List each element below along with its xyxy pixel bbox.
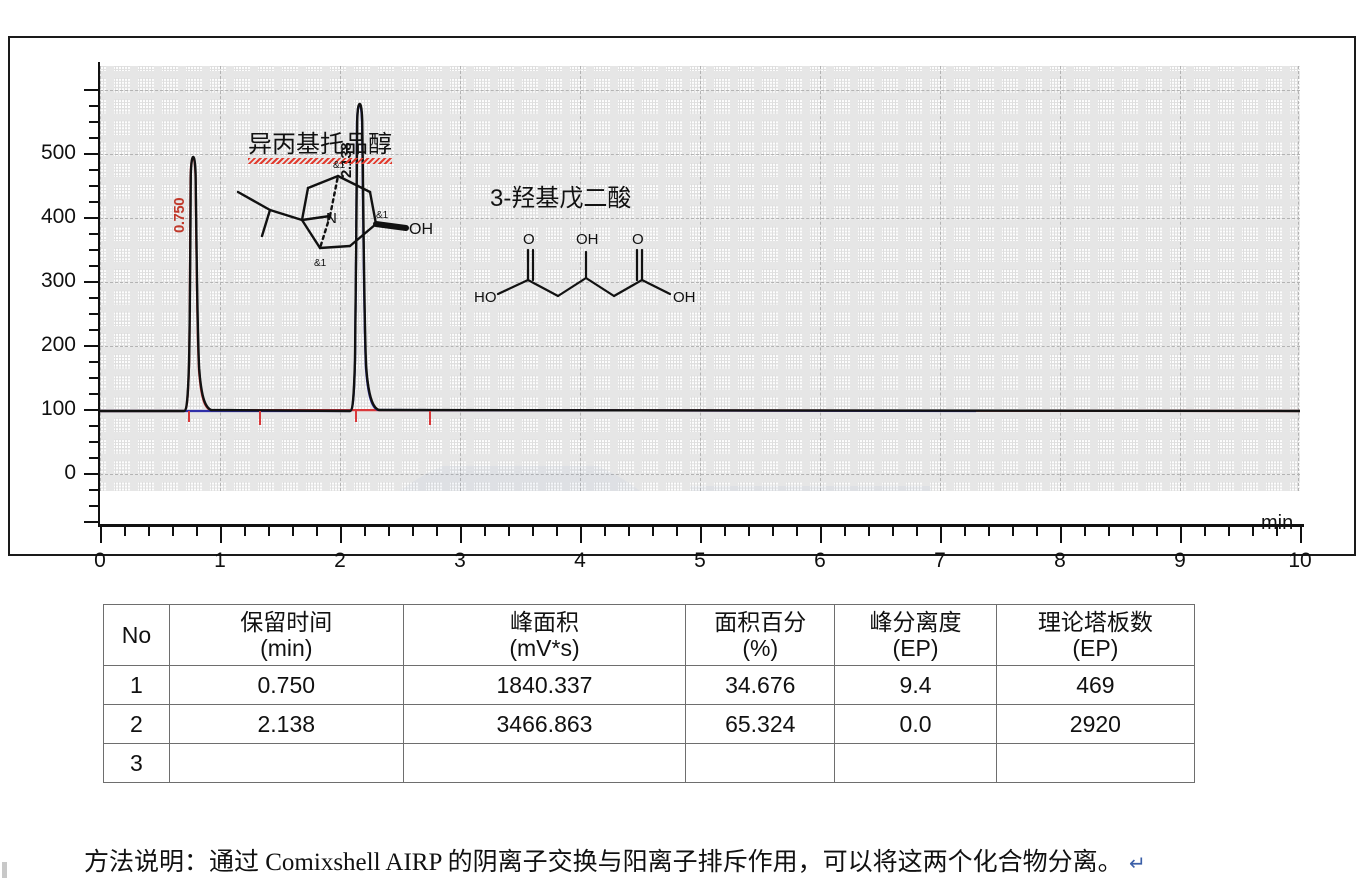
gridline-v: [460, 66, 461, 491]
cell-no: 3: [103, 743, 170, 783]
y-axis-line: [98, 62, 100, 524]
cell-plates: [995, 743, 1196, 783]
atom-label-OH: OH: [576, 231, 599, 248]
cell-no: 1: [103, 665, 170, 705]
gridline-v: [580, 66, 581, 491]
cell-plates: 2920: [995, 704, 1196, 744]
cell-rt: 2.138: [168, 704, 404, 744]
gridline-v: [1180, 66, 1181, 491]
molecule-2-label: 3-羟基戊二酸: [490, 185, 632, 212]
table-row: 3: [103, 743, 1196, 783]
peak-label-1: 0.750: [171, 197, 188, 233]
header-retention-time: 保留时间 (min): [168, 604, 404, 666]
x-axis-line: [98, 524, 1304, 527]
molecule-1-label: 异丙基托品醇: [248, 131, 392, 158]
x-tick-label-0: 0: [94, 549, 106, 572]
y-tick-label-0: 0: [64, 461, 76, 484]
molecule-1-title: 异丙基托品醇: [248, 124, 392, 164]
gridline-v: [340, 66, 341, 491]
plot-area: 0.750 2.138 异丙基托品醇: [100, 66, 1300, 491]
paragraph-mark: ↵: [1128, 853, 1146, 875]
x-tick-label-1: 1: [214, 549, 226, 572]
header-theoretical-plates: 理论塔板数 (EP): [995, 604, 1196, 666]
cell-pct: 34.676: [685, 665, 836, 705]
page-edge-mark: [2, 862, 7, 878]
x-tick-label-4: 4: [574, 549, 586, 572]
header-no: No: [103, 604, 170, 666]
y-tick-label-300: 300: [40, 269, 76, 292]
table-header-row: No 保留时间 (min) 峰面积 (mV*s) 面积百分 (%) 峰分离度 (…: [103, 604, 1196, 666]
table-row: 1 0.750 1840.337 34.676 9.4 469: [103, 665, 1196, 705]
spellcheck-underline: [248, 158, 392, 164]
gridline-h: [100, 218, 1300, 219]
atom-label-OH: OH: [673, 289, 696, 306]
y-tick-label-500: 500: [40, 141, 76, 164]
y-tick-label-400: 400: [40, 205, 76, 228]
gridline-h: [100, 474, 1300, 475]
gridline-v: [100, 66, 101, 491]
header-resolution: 峰分离度 (EP): [834, 604, 997, 666]
gridline-v: [820, 66, 821, 491]
gridline-h: [100, 346, 1300, 347]
gridline-h: [100, 154, 1300, 155]
molecule-2-structure: HO O OH O OH: [474, 231, 696, 306]
molecule-1-structure: N OH &1 &1 &1: [236, 160, 433, 269]
header-area-percent: 面积百分 (%): [685, 604, 836, 666]
gridline-h: [100, 90, 1300, 91]
header-peak-area: 峰面积 (mV*s): [402, 604, 687, 666]
x-tick-label-9: 9: [1174, 549, 1186, 572]
gridline-v: [700, 66, 701, 491]
gridline-v: [1060, 66, 1061, 491]
atom-label-O: O: [523, 231, 535, 248]
x-axis-unit-label: min: [1261, 512, 1294, 534]
x-tick-label-7: 7: [934, 549, 946, 572]
molecule-2-title: 3-羟基戊二酸: [490, 178, 631, 213]
x-tick-label-2: 2: [334, 549, 346, 572]
peak-results-table: No 保留时间 (min) 峰面积 (mV*s) 面积百分 (%) 峰分离度 (…: [103, 604, 1196, 783]
cell-area: [402, 743, 687, 783]
gridline-v: [1298, 66, 1299, 491]
cell-res: [834, 743, 997, 783]
gridline-v: [940, 66, 941, 491]
atom-label-N: N: [326, 210, 337, 227]
stereo-label: &1: [314, 258, 327, 269]
atom-label-O: O: [632, 231, 644, 248]
atom-label-HO: HO: [474, 289, 497, 306]
y-axis-ticks: 500 400 300 200 100 0: [22, 46, 98, 566]
cell-res: 0.0: [834, 704, 997, 744]
cell-pct: 65.324: [685, 704, 836, 744]
cell-rt: [168, 743, 404, 783]
gridline-h: [100, 282, 1300, 283]
caption-text: 方法说明：通过 Comixshell AIRP 的阴离子交换与阳离子排斥作用，可…: [84, 849, 1123, 876]
stereo-label: &1: [333, 160, 346, 171]
x-tick-label-3: 3: [454, 549, 466, 572]
cell-area: 1840.337: [402, 665, 687, 705]
gridline-v: [220, 66, 221, 491]
y-tick-label-100: 100: [40, 397, 76, 420]
x-tick-label-6: 6: [814, 549, 826, 572]
chromatogram-panel: mV min: [8, 36, 1356, 572]
cell-res: 9.4: [834, 665, 997, 705]
x-axis-ticks: 0 1 2 3 4 5 6 7 8 9 10: [22, 527, 1370, 587]
x-tick-label-5: 5: [694, 549, 706, 572]
cell-plates: 469: [995, 665, 1196, 705]
table-row: 2 2.138 3466.863 65.324 0.0 2920: [103, 704, 1196, 744]
cell-rt: 0.750: [168, 665, 404, 705]
x-tick-label-8: 8: [1054, 549, 1066, 572]
cell-no: 2: [103, 704, 170, 744]
x-tick-label-10: 10: [1288, 549, 1312, 572]
method-description-caption: 方法说明：通过 Comixshell AIRP 的阴离子交换与阳离子排斥作用，可…: [84, 842, 1146, 878]
chromatogram-inner: mV min: [22, 46, 1344, 572]
cell-pct: [685, 743, 836, 783]
cell-area: 3466.863: [402, 704, 687, 744]
stereo-label: &1: [376, 210, 389, 221]
atom-label-OH: OH: [409, 221, 433, 238]
y-tick-label-200: 200: [40, 333, 76, 356]
